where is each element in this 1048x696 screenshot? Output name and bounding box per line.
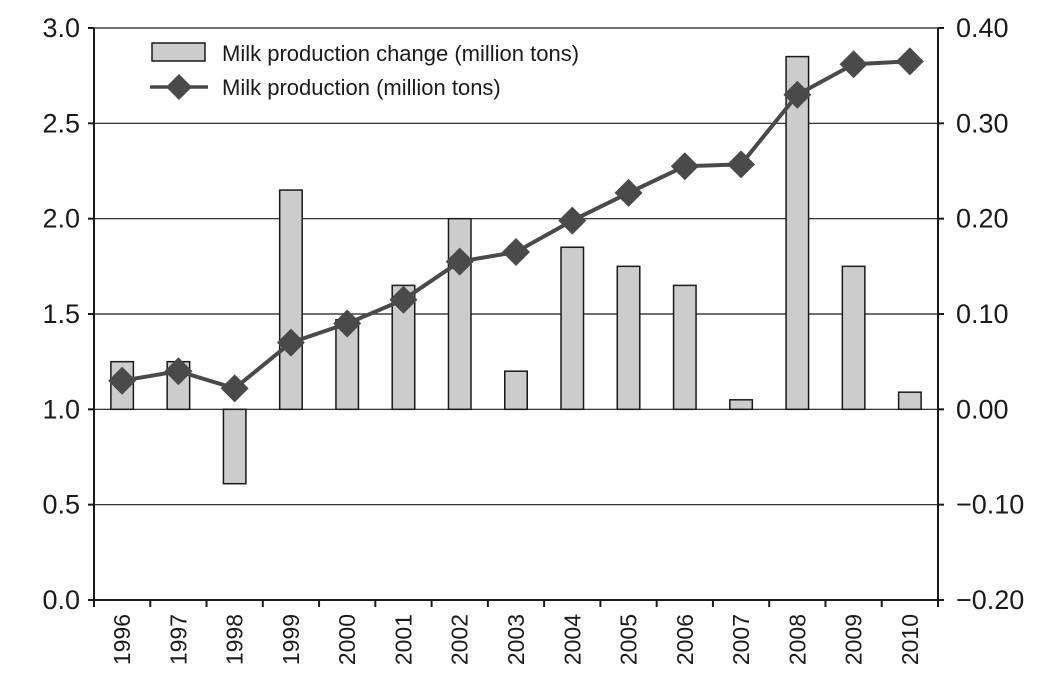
x-tick-label-2010: 2010 bbox=[897, 614, 923, 665]
x-tick-label-2009: 2009 bbox=[841, 614, 867, 665]
legend: Milk production change (million tons) Mi… bbox=[150, 41, 579, 100]
y-left-tick-label-2: 1.0 bbox=[42, 394, 80, 424]
bar-2010 bbox=[897, 391, 922, 411]
line-series bbox=[108, 47, 924, 403]
y-right-tick-label-6: 0.40 bbox=[956, 13, 1009, 43]
y-left-tick-label-3: 1.5 bbox=[42, 299, 80, 329]
marker-2007 bbox=[727, 150, 756, 179]
x-tick-label-1999: 1999 bbox=[278, 614, 304, 665]
x-tick-label-1998: 1998 bbox=[222, 614, 248, 665]
y-left-tick-label-4: 2.0 bbox=[42, 204, 80, 234]
bar-2004 bbox=[560, 246, 585, 411]
bar-2003 bbox=[503, 370, 529, 411]
bar-2005 bbox=[616, 265, 641, 411]
marker-2008 bbox=[783, 80, 812, 109]
legend-bar-swatch bbox=[151, 42, 206, 62]
y-left-tick-label-6: 3.0 bbox=[42, 13, 80, 43]
marker-2006 bbox=[670, 152, 699, 181]
y-right-tick-label-3: 0.10 bbox=[956, 299, 1009, 329]
y-left-tick-label-0: 0.0 bbox=[42, 585, 80, 615]
marker-2000 bbox=[333, 309, 362, 338]
marker-1997 bbox=[164, 357, 193, 386]
marker-2009 bbox=[839, 50, 868, 79]
marker-2004 bbox=[558, 206, 587, 235]
bar-2008 bbox=[785, 55, 810, 411]
marker-1996 bbox=[108, 366, 137, 395]
marker-2003 bbox=[502, 238, 530, 267]
bar-2007 bbox=[729, 399, 754, 411]
y-right-tick-label-4: 0.20 bbox=[956, 204, 1009, 234]
bar-2002 bbox=[447, 217, 472, 411]
x-tick-label-2005: 2005 bbox=[616, 614, 642, 665]
axes: 0.0 0.5 1.0 1.5 2.0 2.5 3.0 −0.20 −0.10 0.00 0.10 0… bbox=[42, 13, 1024, 665]
y-right-tick-label-2: 0.00 bbox=[956, 394, 1009, 424]
marker-1998 bbox=[220, 374, 249, 403]
x-tick-label-2004: 2004 bbox=[559, 614, 585, 665]
bar-2006 bbox=[672, 284, 697, 411]
legend-bar-label: Milk production change (million tons) bbox=[222, 41, 579, 66]
x-tick-label-2007: 2007 bbox=[728, 614, 754, 665]
marker-2005 bbox=[614, 178, 643, 207]
y-left-tick-label-5: 2.5 bbox=[42, 108, 80, 138]
y-right-tick-label-5: 0.30 bbox=[956, 108, 1009, 138]
y-right-tick-label-1: −0.10 bbox=[956, 490, 1024, 520]
legend-line-label: Milk production (million tons) bbox=[222, 75, 501, 100]
bar-1999 bbox=[278, 189, 303, 411]
marker-2001 bbox=[389, 285, 418, 314]
bar-1998 bbox=[222, 408, 247, 485]
x-tick-label-2002: 2002 bbox=[447, 614, 473, 665]
x-tick-label-2003: 2003 bbox=[503, 614, 529, 665]
bar-2001 bbox=[391, 284, 416, 411]
y-right-tick-label-0: −0.20 bbox=[956, 585, 1024, 615]
bar-series bbox=[110, 55, 922, 485]
y-left-tick-label-1: 0.5 bbox=[42, 490, 80, 520]
marker-2002 bbox=[445, 247, 474, 276]
x-tick-label-1997: 1997 bbox=[165, 614, 191, 665]
x-tick-label-2000: 2000 bbox=[334, 614, 360, 665]
x-tick-label-1996: 1996 bbox=[109, 614, 135, 665]
x-tick-label-2008: 2008 bbox=[784, 614, 810, 665]
marker-2010 bbox=[895, 47, 924, 76]
x-tick-label-2001: 2001 bbox=[390, 614, 416, 665]
marker-1999 bbox=[276, 328, 305, 357]
x-tick-label-2006: 2006 bbox=[672, 614, 698, 665]
grid-lines bbox=[94, 27, 938, 506]
bar-2009 bbox=[841, 265, 866, 411]
legend-line-marker bbox=[166, 74, 192, 100]
